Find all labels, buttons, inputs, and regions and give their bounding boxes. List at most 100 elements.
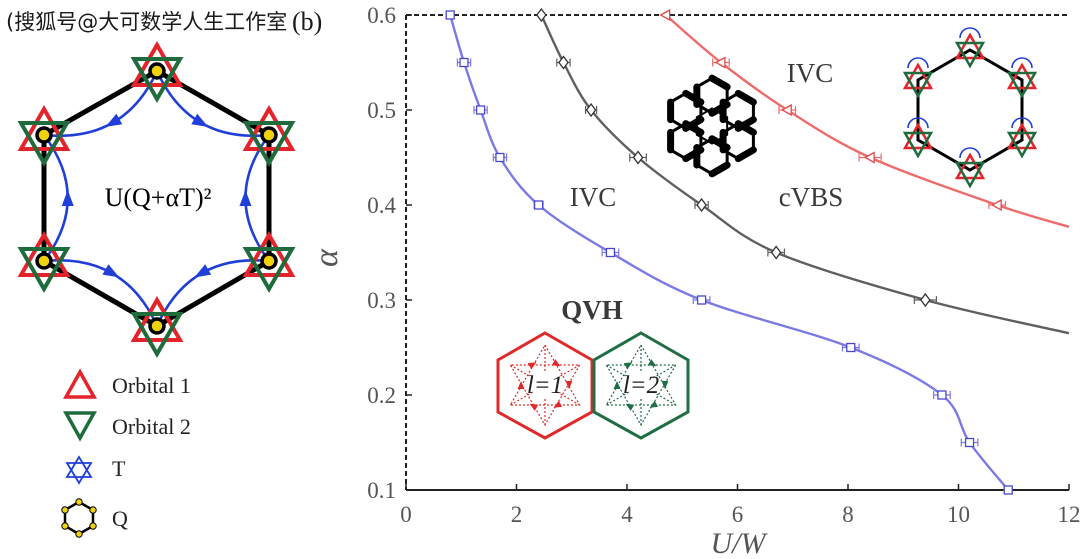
watermark-text: (搜狐号@大可数学人生工作室 [6,10,287,34]
phase-diagram: 0 2 4 6 8 10 12 0.1 0.2 0.3 0.4 0.5 0.6 U/W α QVH IV… [308,3,1080,559]
inset-spoke [556,364,580,379]
blue-star-icon [65,455,93,485]
loop-current-arrow [1011,57,1033,69]
legend-label: Q [112,506,128,531]
hexagon-icon [61,498,97,538]
red-triangle-up-icon [954,152,986,180]
x-tick-label: 10 [947,502,970,527]
lattice-site [130,295,184,359]
data-point [920,292,931,308]
arrowhead-icon [102,264,120,278]
x-tick-label: 8 [842,502,854,527]
inset-spoke [652,364,676,379]
site-dot [148,317,166,335]
red-triangle-up-icon [242,230,296,277]
region-label-ivc-lower: IVC [570,182,617,212]
data-point [536,7,547,23]
data-series [445,7,1070,495]
data-point [696,197,707,213]
red-triangle-up-icon [954,32,986,60]
y-tick-label: 0.1 [367,478,396,503]
green-triangle-down-icon [63,411,97,442]
inset-arrowhead-icon [517,381,525,389]
inset-spoke [652,391,676,406]
honeycomb-bond [708,74,731,91]
inset-label-l1: l=1 [527,372,563,399]
lattice-site [17,230,71,294]
data-point [714,56,726,69]
inset-arrowhead-icon [649,400,659,408]
x-tick-label: 2 [511,502,523,527]
green-triangle-down-icon [954,161,986,189]
site-dot [35,126,53,144]
loop-current-arrow [959,147,981,159]
green-triangle-down-icon [242,247,296,294]
plot-area [406,15,1069,490]
legend-item-orbital-2: Orbital 2 [63,411,191,442]
loop-current-arrow [959,27,981,39]
y-tick-label: 0.3 [367,288,396,313]
arrowhead-icon [194,264,212,278]
red-triangle-up-icon [1006,122,1038,150]
region-label-cvbs: cVBS [779,182,844,212]
legend-item-t: T [65,455,126,485]
data-point [964,437,975,448]
panel-label-b: (b) [292,7,322,36]
data-point [558,55,569,70]
green-triangle-down-icon [242,121,296,168]
data-point [533,200,544,210]
x-tick-label: 4 [621,502,633,527]
inset-label-l2: l=2 [623,372,659,399]
inset-arrowhead-icon [623,362,633,370]
arrowhead-icon [239,190,252,206]
site-dot [148,62,166,80]
arrowhead-icon [61,190,74,206]
green-triangle-down-icon [130,57,184,104]
axis-ticks: 0 2 4 6 8 10 12 0.1 0.2 0.3 0.4 0.5 0.6 [367,3,1080,527]
series-3 [659,8,1070,228]
data-point [632,150,644,165]
red-triangle-up-icon [63,368,97,399]
loop-current-arrow [1011,117,1033,129]
green-triangle-down-icon [17,247,71,294]
green-triangle-down-icon [902,131,934,159]
honeycomb-bond [682,116,705,132]
green-triangle-down-icon [954,41,986,69]
data-point [475,105,486,115]
legend-label: Orbital 2 [112,414,191,439]
green-triangle-down-icon [130,312,184,359]
legend: Orbital 1 Orbital 2 T Q [61,368,191,538]
lattice-sites [17,40,296,359]
honeycomb-bond [682,146,705,163]
inset-spoke [606,391,630,406]
y-axis-label: α [308,248,345,267]
green-triangle-down-icon [1006,131,1038,159]
red-triangle-up-icon [1006,62,1038,90]
data-point [863,151,875,164]
region-label-ivc-upper: IVC [787,58,834,88]
green-triangle-down-icon [17,121,71,168]
green-triangle-down-icon [902,71,934,99]
honeycomb-bond [734,116,757,132]
honeycomb-bond [708,161,731,178]
loop-current-arrow [907,57,929,69]
honeycomb-bond [708,135,731,152]
data-point [495,152,505,163]
data-point [990,198,1002,212]
data-point [605,247,616,258]
red-triangle-up-icon [902,62,934,90]
inset-spoke [556,391,580,406]
x-tick-label: 0 [400,502,412,527]
honeycomb-bond [695,133,713,145]
site-dot [260,252,278,270]
inset-arrowhead-icon [565,381,573,389]
inset-arrowhead-icon [527,362,537,370]
inset-arrowhead-icon [613,381,621,389]
data-point [696,295,707,305]
arrowhead-icon [191,113,209,127]
y-tick-label: 0.5 [367,98,396,123]
inset-spoke [510,364,534,379]
cvbs-bond-pattern-inset [667,74,757,178]
hamiltonian-formula: U(Q+αT)² [105,183,212,212]
inset-arrowhead-icon [529,403,539,411]
